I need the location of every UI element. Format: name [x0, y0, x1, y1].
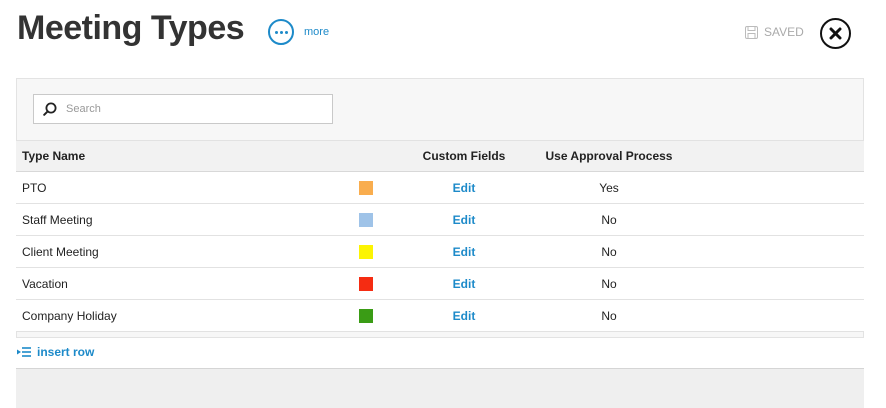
column-header-type-name[interactable]: Type Name: [22, 149, 86, 163]
table-row[interactable]: Client Meeting Edit No: [16, 236, 864, 268]
search-input[interactable]: [64, 102, 328, 116]
footer-panel: [16, 368, 864, 408]
meeting-types-table: Type Name Custom Fields Use Approval Pro…: [16, 140, 864, 332]
table-row[interactable]: Staff Meeting Edit No: [16, 204, 864, 236]
color-swatch[interactable]: [359, 180, 373, 195]
close-icon: [829, 27, 842, 40]
type-name-cell[interactable]: Vacation: [22, 276, 68, 291]
saved-status: SAVED: [745, 25, 804, 39]
page-title: Meeting Types: [17, 9, 245, 47]
edit-custom-fields-link[interactable]: Edit: [452, 180, 476, 195]
column-header-custom-fields[interactable]: Custom Fields: [422, 149, 506, 163]
color-swatch[interactable]: [359, 276, 373, 291]
type-name-cell[interactable]: Client Meeting: [22, 244, 99, 259]
edit-custom-fields-link[interactable]: Edit: [452, 308, 476, 323]
type-name-cell[interactable]: Staff Meeting: [22, 212, 93, 227]
insert-row-button[interactable]: insert row: [17, 345, 94, 359]
color-swatch[interactable]: [359, 244, 373, 259]
type-name-cell[interactable]: Company Holiday: [22, 308, 117, 323]
insert-row-label: insert row: [37, 345, 95, 359]
approval-cell[interactable]: No: [601, 212, 617, 227]
column-header-use-approval[interactable]: Use Approval Process: [545, 149, 673, 163]
save-icon: [745, 25, 758, 39]
search-icon: [43, 102, 57, 116]
search-box[interactable]: [33, 94, 333, 124]
approval-cell[interactable]: No: [601, 244, 617, 259]
saved-label: SAVED: [764, 25, 804, 39]
type-name-cell[interactable]: PTO: [22, 180, 47, 195]
close-button[interactable]: [820, 18, 851, 49]
table-header: Type Name Custom Fields Use Approval Pro…: [16, 140, 864, 172]
table-row[interactable]: Vacation Edit No: [16, 268, 864, 300]
more-label: more: [304, 26, 330, 38]
color-swatch[interactable]: [359, 212, 373, 227]
approval-cell[interactable]: No: [601, 276, 617, 291]
approval-cell[interactable]: No: [601, 308, 617, 323]
approval-cell[interactable]: Yes: [599, 180, 619, 195]
color-swatch[interactable]: [359, 308, 373, 323]
table-row[interactable]: PTO Edit Yes: [16, 172, 864, 204]
edit-custom-fields-link[interactable]: Edit: [452, 276, 476, 291]
table-row[interactable]: Company Holiday Edit No: [16, 300, 864, 332]
more-button[interactable]: more: [268, 19, 329, 45]
insert-row-icon: [17, 347, 31, 357]
edit-custom-fields-link[interactable]: Edit: [452, 212, 476, 227]
more-icon: [268, 19, 294, 45]
edit-custom-fields-link[interactable]: Edit: [452, 244, 476, 259]
meeting-types-panel: Type Name Custom Fields Use Approval Pro…: [16, 78, 864, 338]
